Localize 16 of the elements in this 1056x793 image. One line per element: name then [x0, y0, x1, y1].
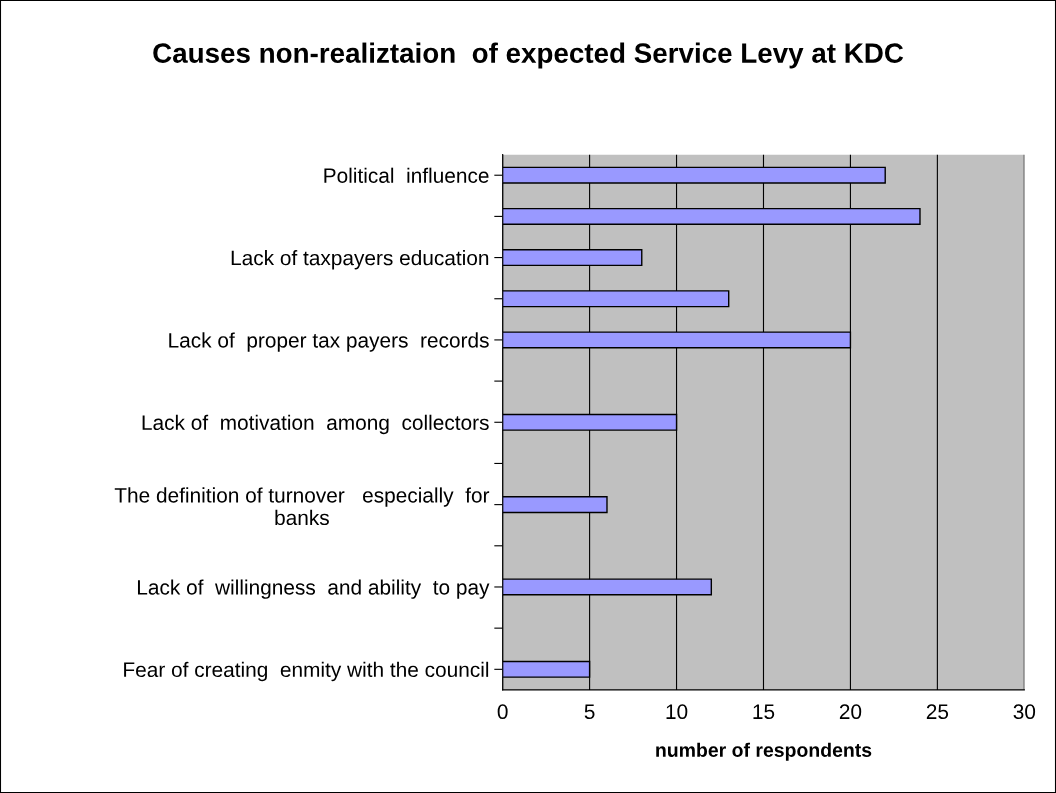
x-tick-label: 10 [666, 704, 688, 720]
x-tick-label: 25 [926, 704, 949, 720]
y-tick-label: Political influence [324, 167, 489, 183]
y-tick-label: Lack of taxpayers education [231, 250, 489, 270]
y-tick-label: Fear of creating enmity with the council [124, 661, 489, 682]
x-tick-label: 30 [1013, 704, 1036, 720]
y-tick-label: The definition of turnover especially for banks [114, 487, 490, 526]
y-tick-label: Lack of motivation among collectors [142, 414, 489, 435]
y-tick-label: Lack of proper tax payers records [169, 332, 489, 352]
x-tick-label: 15 [753, 704, 775, 720]
x-tick-label: 0 [497, 704, 508, 720]
y-tick-label: Lack of willingness and ability to pay [137, 579, 490, 599]
x-tick-label: 20 [839, 704, 862, 720]
chart-title: Causes non-realiztaion of expected Service Levy at KDC [153, 42, 904, 69]
x-tick-label: 5 [584, 704, 595, 720]
x-axis-title: number of respondents [656, 742, 872, 761]
